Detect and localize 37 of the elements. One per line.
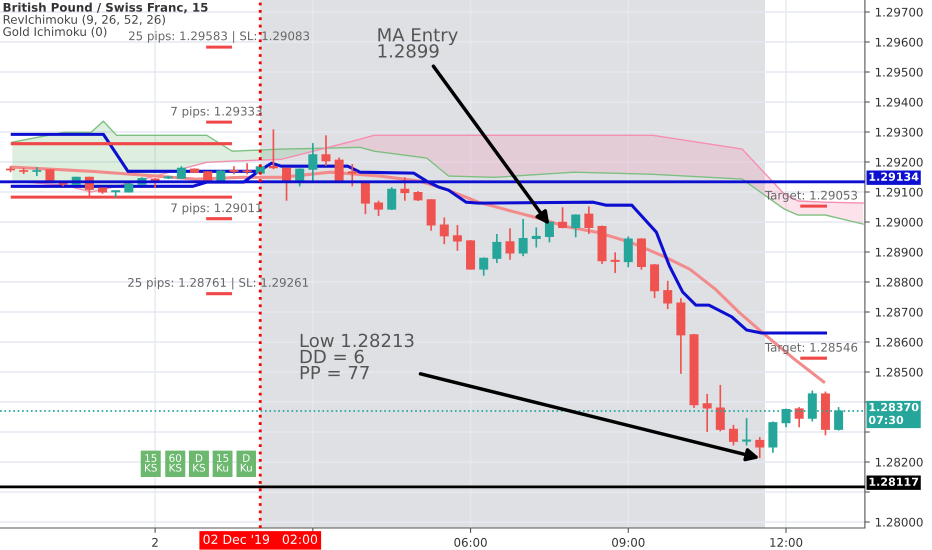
annotation: Low 1.28213 DD = 6 PP = 77 bbox=[300, 334, 414, 380]
ref-line-label: 1.29134 bbox=[870, 172, 918, 181]
y-tick-label: 1.29200 bbox=[876, 158, 923, 167]
annotation: D KS bbox=[193, 454, 206, 472]
y-tick-label: 1.28900 bbox=[876, 248, 923, 257]
annotation: RevIchimoku (9, 26, 52, 26) bbox=[4, 14, 165, 26]
x-tick-label: 12:00 bbox=[770, 538, 802, 547]
annotation: D Ku bbox=[240, 454, 252, 472]
x-tick-label: 2 bbox=[152, 538, 158, 547]
y-tick-label: 1.28700 bbox=[876, 308, 923, 317]
annotation: 7 pips: 1.29333 bbox=[171, 106, 262, 118]
ref-line-label: 1.28117 bbox=[870, 478, 918, 486]
ref-line-label: 02 Dec '19 02:00 bbox=[203, 534, 318, 544]
y-tick-label: 1.28000 bbox=[876, 518, 923, 527]
y-tick-label: 1.29000 bbox=[876, 218, 923, 227]
x-tick-label: 06:00 bbox=[454, 538, 487, 547]
ref-line-label: 1.28370 07:30 bbox=[868, 402, 918, 424]
annotation: 25 pips: 1.29583 | SL: 1.29083 bbox=[129, 31, 310, 43]
annotation: 7 pips: 1.29011 bbox=[171, 203, 262, 215]
y-tick-label: 1.29700 bbox=[876, 8, 923, 17]
annotation: 60 KS bbox=[169, 454, 182, 472]
y-tick-label: 1.28800 bbox=[876, 278, 923, 287]
annotation: 25 pips: 1.28761 | SL: 1.29261 bbox=[128, 278, 308, 290]
annotation: 15 Ku bbox=[217, 454, 228, 472]
y-tick-label: 1.28200 bbox=[876, 458, 923, 467]
y-tick-label: 1.29600 bbox=[876, 38, 923, 47]
y-tick-label: 1.29500 bbox=[876, 68, 923, 77]
y-tick-label: 1.29300 bbox=[876, 128, 923, 137]
annotation: Gold Ichimoku (0) bbox=[3, 26, 106, 38]
x-tick-label: 09:00 bbox=[612, 538, 645, 547]
annotation: MA Entry 1.2899 bbox=[378, 28, 458, 58]
chart-title: British Pound / Swiss Franc, 15 bbox=[4, 2, 208, 14]
y-tick-label: 1.29100 bbox=[876, 188, 923, 197]
annotation: 15 KS bbox=[145, 454, 157, 472]
y-tick-label: 1.28600 bbox=[876, 338, 923, 347]
y-tick-label: 1.29400 bbox=[876, 98, 923, 107]
y-tick-label: 1.28500 bbox=[876, 368, 923, 377]
